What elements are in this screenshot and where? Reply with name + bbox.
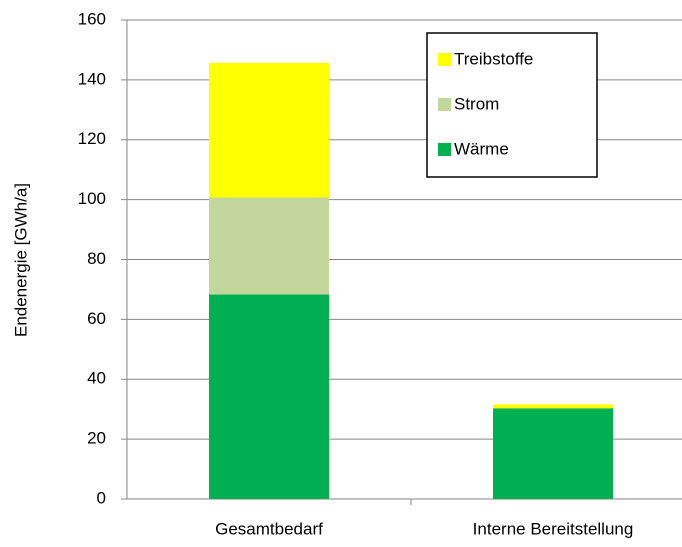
- y-tick-label: 60: [87, 309, 106, 328]
- y-tick-label: 40: [87, 369, 106, 388]
- bar-segment: [493, 408, 613, 499]
- y-tick-label: 100: [78, 189, 106, 208]
- legend-label: Strom: [454, 94, 499, 113]
- bar-segment: [209, 62, 329, 198]
- legend-label: Wärme: [454, 139, 509, 158]
- x-tick-label: Gesamtbedarf: [215, 519, 323, 538]
- legend-box: [426, 32, 598, 178]
- y-tick-label: 0: [97, 488, 106, 507]
- y-tick-label: 20: [87, 429, 106, 448]
- y-tick-label: 80: [87, 249, 106, 268]
- x-tick-label: Interne Bereitstellung: [473, 519, 634, 538]
- legend-swatch: [438, 53, 451, 66]
- legend-label: Treibstoffe: [454, 49, 533, 68]
- y-tick-label: 140: [78, 69, 106, 88]
- bar-segment: [209, 197, 329, 295]
- y-axis-label: Endenergie [GWh/a]: [11, 183, 30, 337]
- legend-swatch: [438, 143, 451, 156]
- bar-segment: [493, 404, 613, 409]
- y-tick-label: 160: [78, 9, 106, 28]
- legend-swatch: [438, 98, 451, 111]
- y-tick-label: 120: [78, 129, 106, 148]
- bar-segment: [209, 294, 329, 499]
